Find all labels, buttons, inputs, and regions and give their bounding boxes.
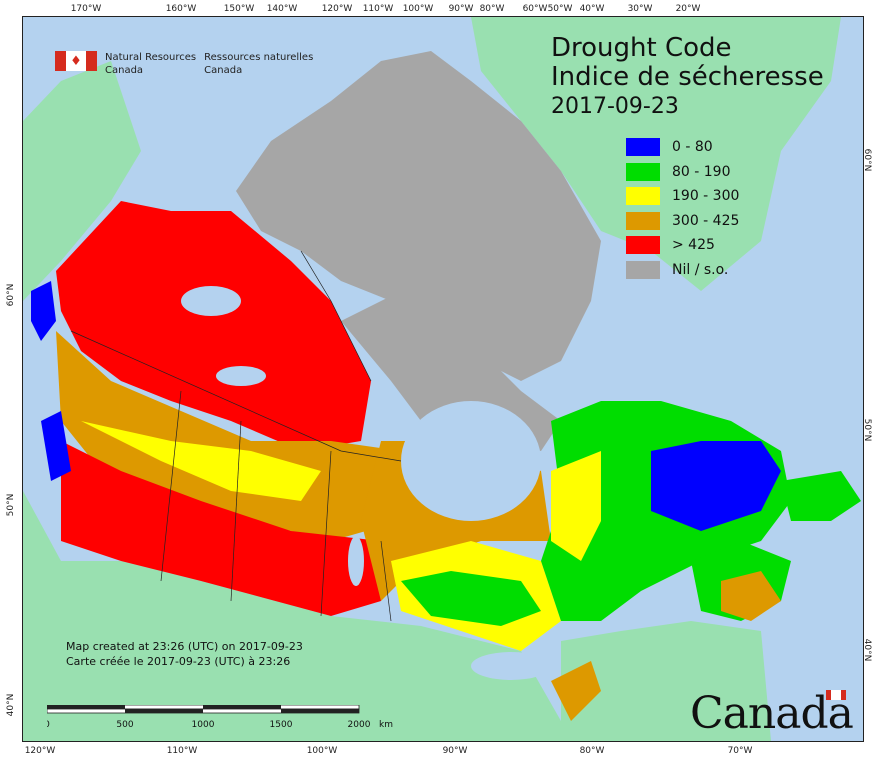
usa-landmass <box>23 491 601 741</box>
graticule-left-label: 50°N <box>6 493 16 517</box>
agency-en-line1: Natural Resources <box>105 52 197 63</box>
graticule-right-label: 60°N <box>862 148 872 172</box>
western-orange-band <box>56 331 401 541</box>
agency-signature: ♦ Natural Resources Canada Ressources na… <box>55 51 313 77</box>
legend-swatch <box>626 162 660 181</box>
legend-item: 80 - 190 <box>626 160 739 185</box>
scale-label: 500 <box>116 720 133 730</box>
agency-en-line2: Canada <box>105 65 144 76</box>
title-date: 2017-09-23 <box>551 94 679 119</box>
map-frame: ♦ Natural Resources Canada Ressources na… <box>22 16 864 742</box>
bc-coast-blue-2 <box>41 411 71 481</box>
canada-flag-icon: ♦ <box>55 51 97 71</box>
scale-label: 1000 <box>192 720 215 730</box>
scale-label: 2000 <box>348 720 371 730</box>
graticule-left-label: 60°N <box>6 283 16 307</box>
drought-code-map <box>23 17 863 741</box>
legend-label: 0 - 80 <box>672 139 713 156</box>
yellow-band <box>81 421 321 501</box>
graticule-right-label: 50°N <box>862 418 872 442</box>
ontario-green <box>401 571 541 626</box>
canada-wordmark: Canada <box>690 688 854 739</box>
legend-swatch <box>626 236 660 255</box>
graticule-top-label: 20°W <box>675 4 701 14</box>
graticule-bottom-label: 70°W <box>727 746 753 756</box>
legend-swatch <box>626 187 660 206</box>
agency-fr-line1: Ressources naturelles <box>204 52 314 63</box>
hudson-bay <box>401 401 541 521</box>
labrador-green <box>781 471 861 521</box>
agency-english: Natural Resources Canada <box>105 51 196 77</box>
graticule-bottom-label: 110°W <box>166 746 198 756</box>
map-credit: Map created at 23:26 (UTC) on 2017-09-23… <box>66 639 303 669</box>
scale-label: 0 <box>47 720 50 730</box>
wordmark-flag-icon <box>826 690 846 700</box>
legend-label: 300 - 425 <box>672 212 740 229</box>
agency-french: Ressources naturelles Canada <box>204 51 313 77</box>
legend-item: 0 - 80 <box>626 135 739 160</box>
sw-ontario-orange <box>551 661 601 721</box>
map-title: Drought Code Indice de sécheresse 2017-0… <box>551 34 824 122</box>
graticule-top-label: 60°W <box>522 4 548 14</box>
graticule-left-label: 40°N <box>6 693 16 717</box>
great-bear-lake <box>181 286 241 316</box>
legend-label: > 425 <box>672 237 715 254</box>
great-lakes <box>471 652 551 680</box>
graticule-top-label: 110°W <box>362 4 394 14</box>
graticule-top-label: 30°W <box>627 4 653 14</box>
graticule-top-label: 120°W <box>321 4 353 14</box>
western-red-region <box>56 201 371 451</box>
graticule-right-label: 40°N <box>862 638 872 662</box>
legend-swatch <box>626 260 660 279</box>
graticule-bottom-label: 90°W <box>442 746 468 756</box>
graticule-top-label: 150°W <box>223 4 255 14</box>
legend-label: 190 - 300 <box>672 188 740 205</box>
quebec-yellow <box>551 451 601 561</box>
legend-swatch <box>626 138 660 157</box>
legend: 0 - 80 80 - 190 190 - 300 300 - 425 > 425 Nil… <box>626 135 739 282</box>
credit-english: Map created at 23:26 (UTC) on 2017-09-23 <box>66 640 303 653</box>
alaska-landmass <box>23 61 141 301</box>
graticule-top-label: 50°W <box>547 4 573 14</box>
scale-unit: km <box>379 720 393 730</box>
graticule-bottom-label: 80°W <box>579 746 605 756</box>
graticule-top-label: 170°W <box>70 4 102 14</box>
legend-item: > 425 <box>626 233 739 258</box>
title-line2: Indice de sécheresse <box>551 62 824 92</box>
province-boundaries <box>70 250 402 622</box>
lake-winnipeg <box>348 536 364 586</box>
graticule-bottom-label: 120°W <box>24 746 56 756</box>
graticule-top-label: 80°W <box>479 4 505 14</box>
bc-coast-blue <box>31 281 56 341</box>
title-line1: Drought Code <box>551 33 732 63</box>
legend-label: 80 - 190 <box>672 163 731 180</box>
usa-east-landmass <box>561 621 771 741</box>
quebec-blue <box>651 441 781 531</box>
graticule-top-label: 160°W <box>165 4 197 14</box>
legend-item: 300 - 425 <box>626 209 739 234</box>
agency-fr-line2: Canada <box>204 65 243 76</box>
graticule-top-label: 140°W <box>266 4 298 14</box>
scale-label: 1500 <box>270 720 293 730</box>
legend-item: Nil / s.o. <box>626 258 739 283</box>
graticule-top-label: 100°W <box>402 4 434 14</box>
legend-item: 190 - 300 <box>626 184 739 209</box>
graticule-top-label: 40°W <box>579 4 605 14</box>
graticule-bottom-label: 100°W <box>306 746 338 756</box>
prairie-red-region <box>61 441 381 616</box>
legend-label: Nil / s.o. <box>672 261 729 278</box>
arctic-islands <box>236 51 601 381</box>
legend-swatch <box>626 211 660 230</box>
great-slave-lake <box>216 366 266 386</box>
scale-bar: 0 500 1000 1500 2000 km <box>47 705 393 730</box>
credit-french: Carte créée le 2017-09-23 (UTC) à 23:26 <box>66 655 291 668</box>
maritimes-orange <box>721 571 781 621</box>
graticule-top-label: 90°W <box>448 4 474 14</box>
